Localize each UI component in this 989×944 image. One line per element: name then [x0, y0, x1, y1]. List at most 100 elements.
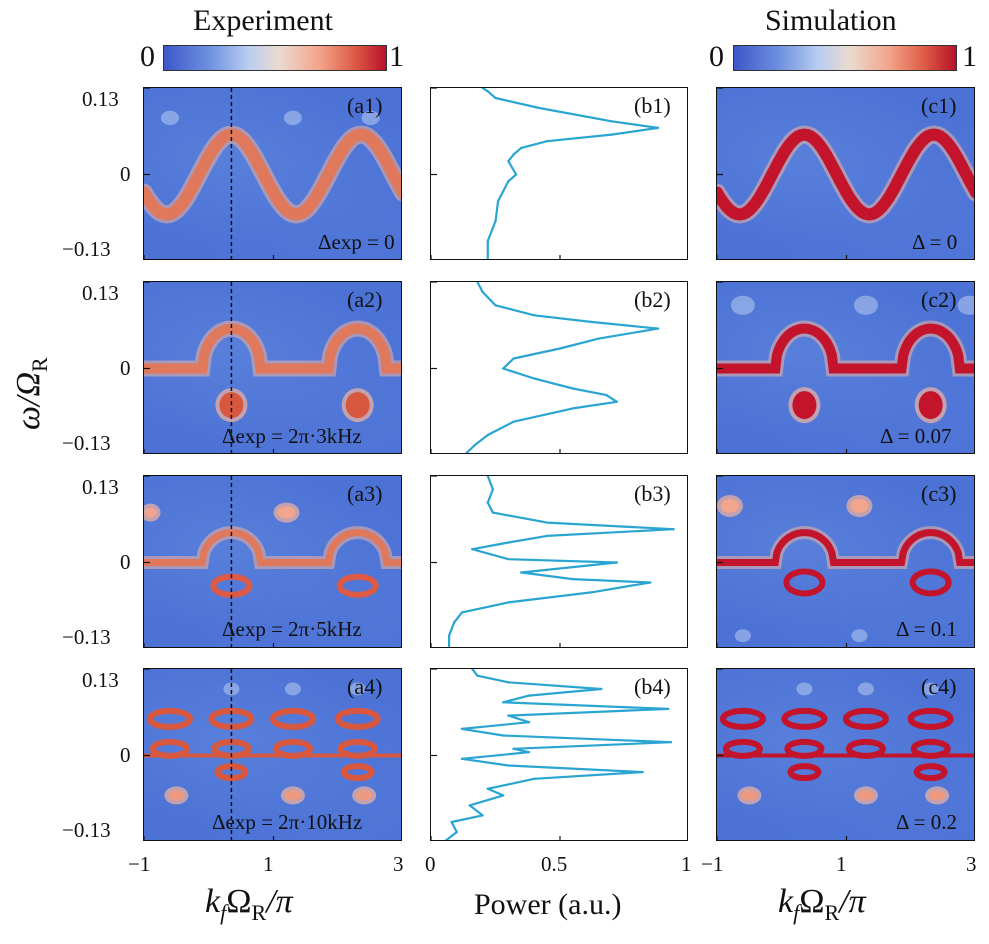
power-point [512, 420, 515, 423]
faint-spot-1 [851, 629, 868, 643]
lower-blob-2 [345, 392, 370, 419]
experiment-title: Experiment [193, 4, 333, 37]
ytick-a3-top: 0.13 [82, 475, 119, 499]
top-spot-1 [857, 682, 874, 696]
panel-a2 [143, 281, 402, 454]
y-axis-label: ω/ΩR [10, 357, 52, 430]
ring-lower-0 [787, 763, 822, 782]
panel-label-c3: (c3) [921, 481, 957, 506]
power-point [545, 521, 549, 524]
lower-ring-1 [210, 573, 253, 598]
upper-dot-1 [720, 498, 739, 513]
faint-spot-1 [853, 295, 878, 315]
power-point [571, 577, 575, 581]
power-point [589, 591, 593, 594]
top-spot-1 [284, 682, 301, 696]
ytick-a2-bot: −0.13 [62, 431, 111, 455]
upper-band [717, 529, 974, 566]
x-axis-label-experiment: kfΩR/π [205, 883, 293, 925]
detuning-c1: Δ = 0 [912, 230, 958, 254]
xtick-a-right: 3 [393, 852, 404, 876]
panel-a3 [143, 475, 402, 648]
faint-spot-0 [160, 110, 179, 126]
power-point [514, 173, 518, 176]
power-point [610, 120, 613, 123]
power-point [496, 199, 500, 203]
xtick-c-left: −1 [701, 852, 724, 876]
panel-label-a4: (a4) [347, 674, 383, 699]
power-point [615, 561, 618, 564]
power-point [507, 557, 510, 561]
power-point [491, 511, 495, 514]
detuning-a3: Δexp = 2π·5kHz [222, 617, 362, 641]
power-point [460, 611, 464, 614]
power-point [545, 140, 549, 143]
detuning-c3: Δ = 0.1 [896, 617, 957, 641]
power-point [450, 820, 453, 824]
ytick-a4-mid: 0 [120, 743, 131, 767]
lower-dot-1 [857, 790, 874, 801]
power-point [494, 304, 497, 307]
power-point [641, 770, 644, 774]
dispersion-band [717, 128, 974, 221]
top-spot-0 [796, 682, 813, 696]
power-point [486, 501, 489, 504]
upper-band [144, 323, 401, 374]
panel-label-b1: (b1) [634, 93, 671, 118]
ytick-a1-bot: −0.13 [62, 237, 111, 261]
power-point [491, 488, 495, 491]
power-point [545, 534, 549, 538]
lower-dot-0 [741, 790, 758, 801]
power-point [527, 721, 531, 724]
panel-b4 [430, 668, 688, 841]
panel-label-b4: (b4) [634, 674, 671, 699]
ring-upper-1 [781, 707, 828, 730]
detuning-a1: Δexp = 0 [318, 230, 395, 254]
faint-spot-2 [957, 295, 974, 315]
power-point [502, 734, 505, 737]
power-point [533, 777, 536, 780]
ytick-a1-top: 0.13 [82, 87, 119, 111]
power-point [649, 581, 652, 584]
detuning-a2: Δexp = 2π·3kHz [222, 424, 362, 448]
colorbar-simulation [733, 45, 957, 71]
ring-upper-0 [146, 707, 193, 730]
panel-b1 [430, 87, 688, 260]
power-point [615, 400, 618, 403]
panel-label-b2: (b2) [634, 287, 671, 312]
lower-ring-2 [909, 568, 952, 597]
lower-blob-1 [792, 391, 817, 420]
panel-c3 [716, 475, 975, 648]
ytick-a3-mid: 0 [120, 550, 131, 574]
dispersion-band [144, 128, 401, 221]
ring-lower-0 [214, 763, 249, 782]
upper-dot-2 [277, 506, 296, 519]
ring-upper-2 [842, 707, 889, 730]
power-point [507, 179, 510, 183]
faint-spot-0 [734, 629, 751, 643]
panel-b2 [430, 281, 688, 454]
power-point [486, 239, 489, 243]
ytick-a3-bot: −0.13 [62, 625, 111, 649]
xtick-b-left: 0 [425, 852, 436, 876]
power-point [468, 804, 471, 807]
power-point [455, 830, 458, 834]
ytick-a2-top: 0.13 [82, 281, 119, 305]
lower-dot-2 [356, 790, 373, 801]
power-point [669, 740, 673, 744]
detuning-c2: Δ = 0.07 [880, 424, 952, 448]
xtick-b-mid: 0.5 [541, 852, 568, 876]
panel-a4 [143, 668, 402, 841]
power-point [527, 750, 531, 754]
power-point [486, 433, 489, 437]
power-point [486, 476, 489, 478]
panel-label-c1: (c1) [921, 93, 957, 118]
power-point [512, 747, 515, 751]
ring-upper-3 [334, 707, 381, 730]
upper-band [144, 529, 401, 566]
power-point [507, 714, 510, 717]
upper-band-halo [144, 526, 401, 569]
lower-blob-1 [219, 392, 244, 419]
power-point [672, 528, 675, 531]
power-point [507, 601, 510, 604]
